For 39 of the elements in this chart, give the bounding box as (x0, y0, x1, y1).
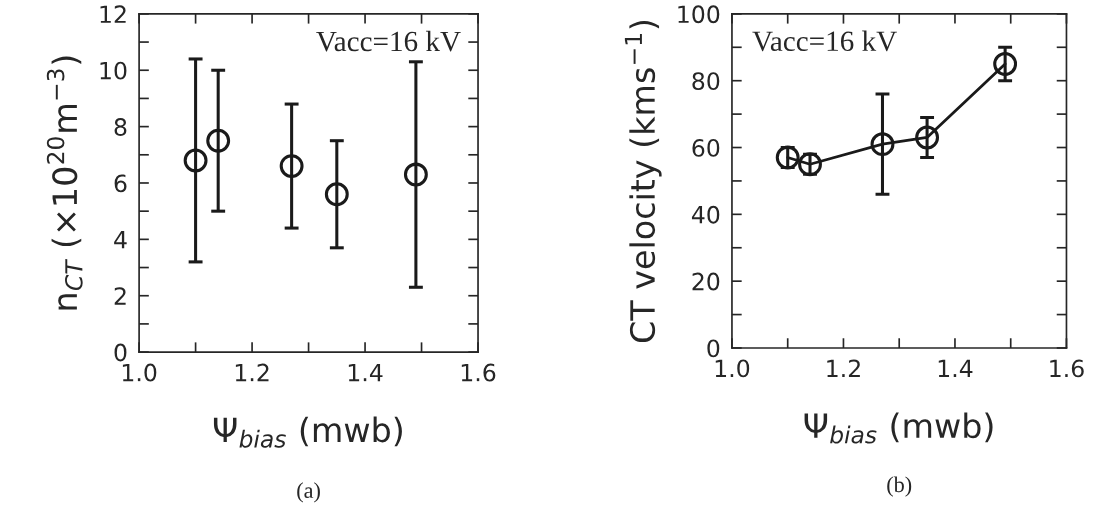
x-tick-label: 1.2 (827, 359, 860, 378)
y-tick-label: 6 (114, 174, 127, 193)
x-tick-label: 1.4 (348, 363, 383, 382)
x-tick-label: 1.2 (235, 363, 269, 382)
x-axis-title: Ψ$_{bias}$ (mwb) (804, 412, 993, 444)
y-axis-title: CT velocity (kms$^{−1}$) (624, 20, 662, 343)
y-tick-label: 0 (114, 343, 127, 362)
annotation: Vacc=16 kV (316, 30, 461, 52)
x-tick-label: 1.6 (1050, 359, 1084, 378)
point (324, 182, 349, 207)
annotation: Vacc=16 kV (752, 30, 897, 52)
point (183, 148, 208, 173)
point (915, 125, 940, 150)
point (403, 162, 428, 187)
x-tick-label: 1.0 (122, 363, 157, 382)
x-tick-label: 1.6 (461, 363, 496, 382)
y-tick-label: 10 (100, 61, 127, 80)
y-tick-label: 40 (691, 205, 720, 224)
text: (a) (297, 482, 320, 503)
point (775, 145, 800, 170)
y-tick-label: 0 (707, 339, 720, 358)
x-tick-label: 1.0 (715, 359, 750, 378)
point (993, 52, 1018, 76)
y-tick-label: 80 (692, 72, 720, 90)
x-tick-label: 1.4 (938, 359, 973, 378)
point (279, 154, 304, 179)
y-tick-label: 4 (114, 231, 127, 249)
y-tick-label: 60 (692, 138, 720, 157)
point (798, 152, 822, 177)
point (206, 128, 231, 153)
y-tick-label: 2 (114, 287, 126, 305)
text: (b) (887, 476, 912, 497)
y-axis-title: n$_{CT}$ (×10$^{20}$m$^{−3}$) (46, 56, 83, 310)
x-axis-title: Ψ$_{bias}$ (mwb) (213, 416, 402, 448)
y-tick-label: 12 (100, 5, 126, 23)
point (870, 132, 895, 157)
y-tick-label: 8 (114, 118, 127, 136)
y-tick-label: 20 (692, 272, 720, 291)
y-tick-label: 100 (678, 5, 720, 24)
